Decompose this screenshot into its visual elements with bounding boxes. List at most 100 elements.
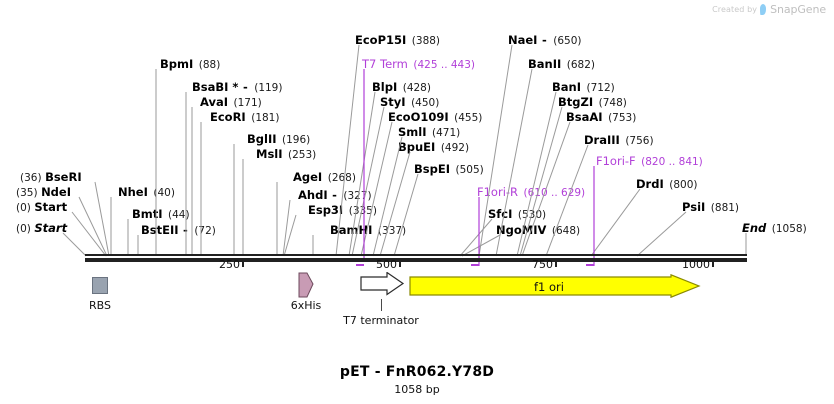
enzyme-label-mslii[interactable]: BglII (196) (247, 133, 310, 146)
enzyme-label-sspi[interactable]: PsiI (881) (682, 201, 739, 214)
leader-bpuei (372, 136, 403, 257)
enzyme-label-bsaai[interactable]: BtgZI (748) (558, 96, 627, 109)
feature-label-f1ori-f[interactable]: F1ori-F (820 .. 841) (596, 155, 703, 168)
enzyme-pos: (748) (598, 97, 627, 109)
enzyme-label-bseri[interactable]: (35) NdeI (14, 186, 71, 199)
leader-psii (590, 188, 641, 257)
leader-naei (461, 234, 501, 257)
feature-range: (610 .. 629) (523, 187, 586, 199)
enzyme-label-avai-bsobi[interactable]: BsaBI * - (119) (192, 81, 282, 94)
enzyme-label-esp3i-bsmbi[interactable]: AhdI - (327) (298, 189, 372, 202)
enzyme-label-btgzi[interactable]: BanI (712) (552, 81, 615, 94)
enzyme-name: BpmI (160, 57, 194, 71)
enzyme-pos: (327) (343, 190, 372, 202)
enzyme-label-bmti[interactable]: NheI (40) (118, 186, 175, 199)
feature-6xhis[interactable] (297, 272, 315, 300)
enzyme-name: SmlI (398, 125, 427, 139)
enzyme-separator: - (242, 80, 248, 94)
leader-ndei (71, 211, 107, 257)
feature-label-t7-terminator: T7 terminator (343, 314, 419, 327)
enzyme-label-bamhi[interactable]: Esp3I (335) (308, 204, 377, 217)
leader-ngomiv (459, 218, 493, 257)
enzyme-pos: (492) (440, 142, 470, 154)
enzyme-name: BmtI (132, 207, 163, 221)
enzyme-label-ndei[interactable]: (0) Start (14, 201, 67, 214)
enzyme-label-ecop15i[interactable]: BamHI (337) (330, 224, 406, 237)
enzyme-label-banii-bsp1286i[interactable]: NaeI - (650) (508, 34, 581, 47)
feature-stem-t7-terminator (381, 299, 382, 311)
enzyme-label-ecori[interactable]: AvaI (171) (200, 96, 262, 109)
feature-label-f1ori-r[interactable]: F1ori-R (610 .. 629) (477, 186, 585, 199)
enzyme-label-ecoo109i[interactable]: StyI (450) (380, 96, 439, 109)
enzyme-label-drdi[interactable]: DraIII (756) (584, 134, 654, 147)
enzyme-name: DrdI (636, 177, 664, 191)
enzyme-label-agei[interactable]: MslI (253) (256, 148, 316, 161)
enzyme-label-bsabi[interactable]: BpmI (88) (160, 58, 220, 71)
enzyme-pos: (756) (625, 135, 654, 147)
enzyme-pos: (253) (288, 149, 317, 161)
feature-name: T7 Term (362, 57, 408, 71)
enzyme-pos: (881) (710, 202, 740, 214)
ruler-tick-250 (242, 258, 244, 267)
enzyme-label-blpi[interactable]: EcoP15I (388) (355, 34, 440, 47)
ruler-label-1000: 1000 (682, 258, 710, 271)
feature-inline-label-f1-ori: f1 ori (534, 280, 564, 294)
enzyme-name: StyI (380, 95, 406, 109)
enzyme-label-ahdi[interactable]: AgeI (268) (293, 171, 356, 184)
enzyme-label-nhei[interactable]: (36) BseRI (18, 171, 82, 184)
start-label: Start (34, 221, 68, 235)
feature-label-rbs: RBS (89, 299, 111, 312)
enzyme-label-sfci[interactable]: BspEI (505) (414, 163, 484, 176)
credit-text: Created by (712, 5, 758, 14)
enzyme-name: BtgZI (558, 95, 594, 109)
enzyme-pos: (88) (198, 59, 221, 71)
enzyme-pos: (171) (233, 97, 262, 109)
enzyme-name: BanII (528, 57, 562, 71)
enzyme-label-bpuei[interactable]: SmlI (471) (398, 126, 460, 139)
leader-drdi (545, 144, 589, 257)
enzyme-label-draiii[interactable]: BsaAI (753) (566, 111, 636, 124)
enzyme-pos: (44) (168, 209, 190, 221)
enzyme-name: BglII (247, 132, 277, 146)
enzyme-name: Esp3I (308, 203, 344, 217)
enzyme-name: BspEI (414, 162, 450, 176)
enzyme-name: MslI (256, 147, 283, 161)
ruler-label-500: 500 (376, 258, 397, 271)
enzyme-label-psii[interactable]: DrdI (800) (636, 178, 697, 191)
enzyme-pos: (337) (377, 225, 407, 237)
feature-t7-terminator[interactable] (360, 272, 405, 298)
enzyme-label-bspei[interactable]: BpuEI (492) (398, 141, 469, 154)
ruler-tick-500 (399, 258, 401, 267)
enzyme-label-start[interactable]: (0) Start (14, 222, 67, 235)
enzyme-separator: - (183, 223, 188, 237)
enzyme-name: NdeI (41, 185, 71, 199)
end-pos: (1058) (771, 223, 807, 235)
enzyme-name: EcoRI (210, 110, 246, 124)
enzyme-label-bglii[interactable]: EcoRI (181) (210, 111, 279, 124)
enzyme-name: Start (34, 200, 68, 214)
enzyme-label-bpmi-eco57mi[interactable]: BstEII - (72) (141, 224, 216, 237)
leader-start (62, 232, 87, 257)
feature-f1-ori[interactable] (409, 274, 701, 299)
page-title: pET - FnR062.Y78D (339, 364, 495, 380)
enzyme-pos: (335) (348, 205, 377, 217)
enzyme-label-ngomiv[interactable]: SfcI (530) (488, 208, 546, 221)
enzyme-separator: - (332, 188, 337, 202)
enzyme-pos: (0) (16, 202, 31, 214)
enzyme-pos: (455) (454, 112, 483, 124)
feature-rbs[interactable] (92, 277, 108, 294)
enzyme-label-naei[interactable]: NgoMIV (648) (496, 224, 580, 237)
enzyme-label-bstеii[interactable]: BmtI (44) (132, 208, 190, 221)
feature-range: (820 .. 841) (641, 156, 703, 168)
enzyme-pos: (388) (411, 35, 441, 47)
enzyme-label-smli[interactable]: EcoO109I (455) (388, 111, 482, 124)
enzyme-label-end[interactable]: End (1058) (742, 222, 807, 235)
feature-label-t7-term[interactable]: T7 Term (425 .. 443) (362, 58, 475, 71)
leader-bamhi (283, 214, 297, 257)
enzyme-label-bani[interactable]: BanII (682) (528, 58, 595, 71)
leader-bseri (78, 196, 108, 257)
enzyme-label-styi[interactable]: BlpI (428) (372, 81, 431, 94)
enzyme-name: NaeI (508, 33, 538, 47)
enzyme-name: PsiI (682, 200, 706, 214)
